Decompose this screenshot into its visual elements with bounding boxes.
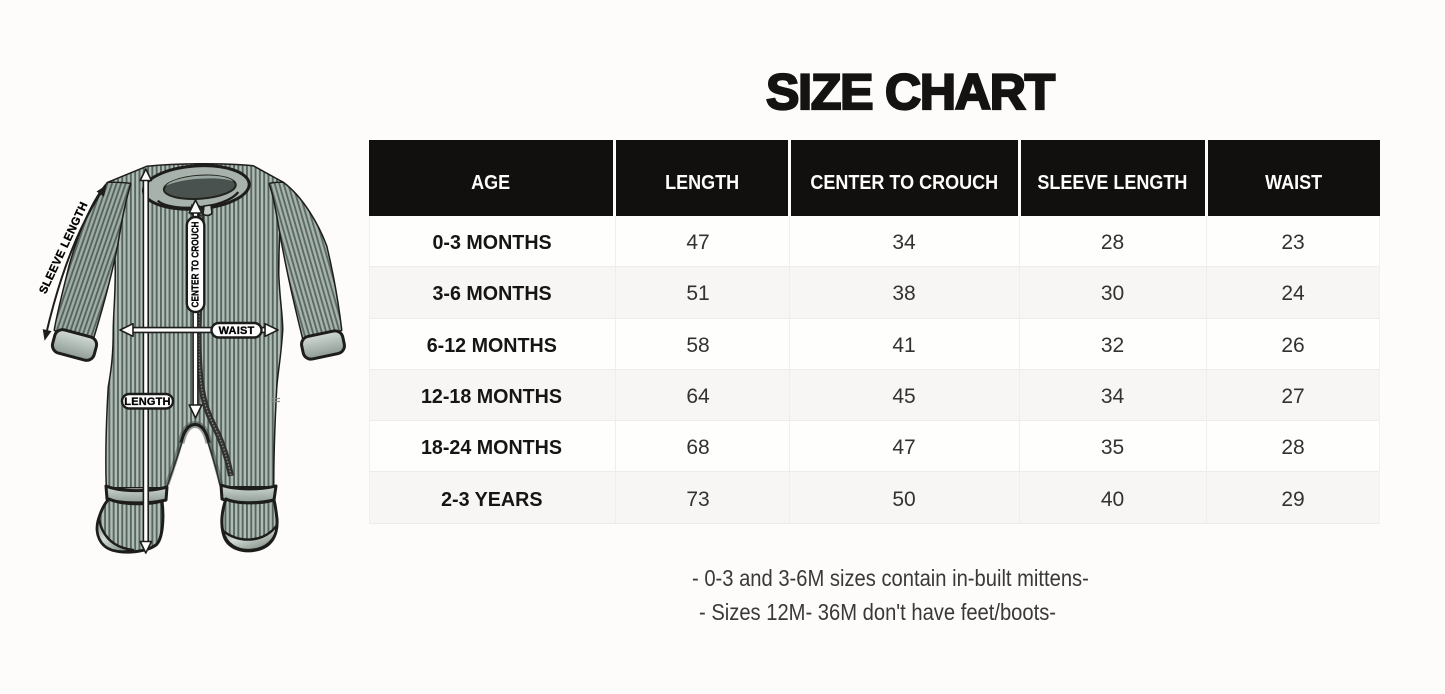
svg-text:CENTER TO CROUCH: CENTER TO CROUCH <box>191 222 202 308</box>
svg-text:LENGTH: LENGTH <box>124 396 170 408</box>
svg-text:WAIST: WAIST <box>219 325 255 337</box>
